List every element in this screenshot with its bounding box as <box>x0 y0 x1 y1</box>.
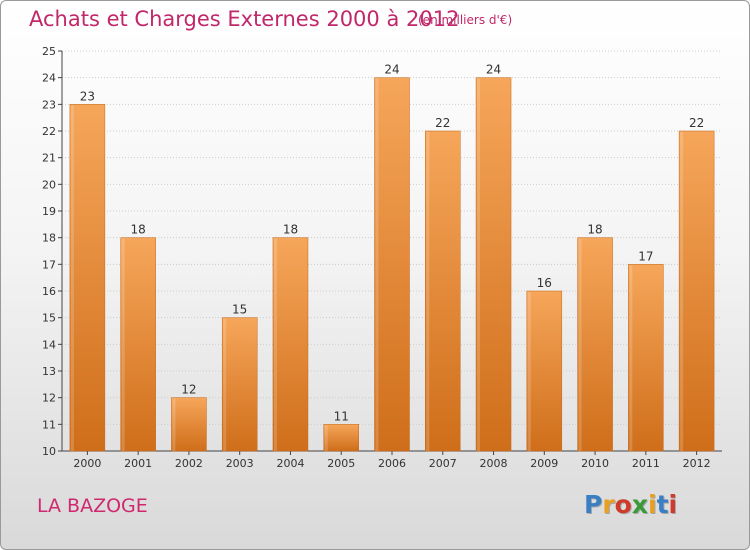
bar <box>272 237 309 452</box>
bar <box>678 130 715 452</box>
y-tick-label: 19 <box>42 205 56 218</box>
data-label: 23 <box>80 89 95 103</box>
data-label: 22 <box>689 116 704 130</box>
bar-highlight <box>121 238 125 451</box>
x-tick-label: 2010 <box>581 457 609 470</box>
bar <box>475 77 512 452</box>
y-tick-label: 17 <box>42 258 56 271</box>
data-label: 18 <box>283 223 298 237</box>
labels: 10 11 12 13 14 15 16 17 18 19 20 21 22 23 24 25 23 2000 18… <box>42 45 711 470</box>
proxiti-logo: Proxiti <box>584 490 677 519</box>
bar-highlight <box>172 398 176 451</box>
bar-highlight <box>680 132 684 451</box>
data-label: 18 <box>587 223 602 237</box>
chart-title: Achats et Charges Externes 2000 à 2012 <box>29 7 460 31</box>
y-tick-label: 11 <box>42 418 56 431</box>
bar <box>221 317 258 452</box>
x-tick-label: 2011 <box>632 457 660 470</box>
data-label: 11 <box>334 409 349 423</box>
bar <box>69 104 106 452</box>
bar-highlight <box>477 78 481 452</box>
y-tick-label: 18 <box>42 232 56 245</box>
y-tick-label: 14 <box>42 338 56 351</box>
bar-highlight <box>223 318 227 451</box>
bar <box>577 237 613 452</box>
bars <box>69 77 715 452</box>
bar-highlight <box>527 292 531 451</box>
y-tick-label: 15 <box>42 312 56 325</box>
bar <box>171 397 207 452</box>
bar <box>374 77 410 452</box>
bar-chart: 10 11 12 13 14 15 16 17 18 19 20 21 22 23 24 25 23 2000 18… <box>42 45 722 470</box>
bar <box>628 264 664 452</box>
y-tick-label: 16 <box>42 285 56 298</box>
y-tick-label: 12 <box>42 392 56 405</box>
x-tick-label: 2007 <box>429 457 457 470</box>
bar-highlight <box>70 105 74 451</box>
bar-highlight <box>629 265 633 451</box>
logo-letter: o <box>614 490 632 519</box>
logo-letter: i <box>648 490 657 519</box>
x-tick-label: 2001 <box>124 457 152 470</box>
x-tick-label: 2002 <box>175 457 203 470</box>
logo-letter: r <box>602 490 615 519</box>
data-label: 24 <box>486 63 501 77</box>
logo-letter: P <box>584 490 603 519</box>
logo-letter: x <box>631 490 648 519</box>
y-tick-label: 21 <box>42 152 56 165</box>
bar-highlight <box>578 238 582 451</box>
bar <box>526 290 563 452</box>
x-tick-label: 2000 <box>73 457 101 470</box>
bar-highlight <box>375 78 379 452</box>
y-tick-label: 13 <box>42 365 56 378</box>
x-tick-label: 2012 <box>683 457 711 470</box>
y-tick-label: 20 <box>42 178 56 191</box>
y-tick-label: 24 <box>42 72 56 85</box>
commune-name: LA BAZOGE <box>37 495 148 517</box>
logo-letter: i <box>668 490 678 519</box>
bar <box>120 237 156 452</box>
bar <box>425 130 461 452</box>
data-label: 17 <box>638 249 653 263</box>
x-tick-label: 2003 <box>226 457 254 470</box>
x-tick-label: 2009 <box>530 457 558 470</box>
x-tick-label: 2005 <box>327 457 355 470</box>
x-tick-label: 2008 <box>480 457 508 470</box>
logo-letter: t <box>656 490 669 519</box>
bar <box>323 424 359 452</box>
y-tick-label: 25 <box>42 45 56 58</box>
data-label: 22 <box>435 116 450 130</box>
y-tick-label: 23 <box>42 98 56 111</box>
data-label: 16 <box>537 276 552 290</box>
data-label: 12 <box>181 383 196 397</box>
chart-subtitle: (en milliers d'€) <box>418 13 513 27</box>
bar-highlight <box>324 425 328 451</box>
y-tick-label: 10 <box>42 445 56 458</box>
bar-highlight <box>273 238 277 451</box>
y-tick-label: 22 <box>42 125 56 138</box>
bar-highlight <box>426 132 430 451</box>
x-tick-label: 2006 <box>378 457 406 470</box>
data-label: 18 <box>131 223 146 237</box>
data-label: 24 <box>384 63 399 77</box>
x-tick-label: 2004 <box>276 457 304 470</box>
data-label: 15 <box>232 303 247 317</box>
